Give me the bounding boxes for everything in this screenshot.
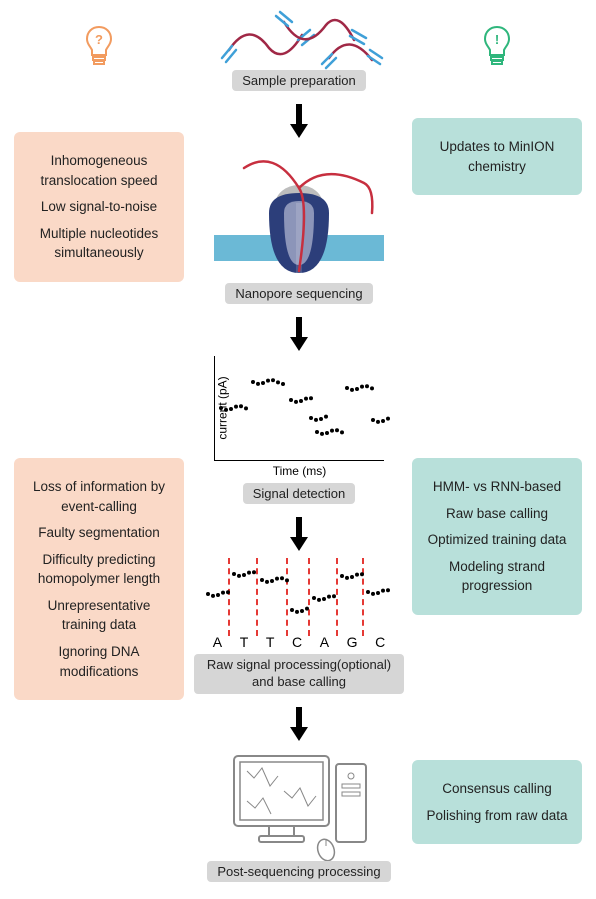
segmentation-illustration: ATTCAGC — [204, 558, 394, 648]
solutions-box-basecalling: HMM- vs RNN-based Raw base calling Optim… — [412, 458, 582, 615]
solution-item: Modeling strand progression — [422, 557, 572, 596]
nanopore-icon — [214, 143, 384, 283]
base-letter: G — [347, 634, 358, 650]
stage-label-post: Post-sequencing processing — [207, 861, 390, 882]
svg-text:?: ? — [95, 32, 103, 47]
arrow-down-icon — [290, 537, 308, 551]
challenge-item: Difficulty predicting homopolymer length — [24, 550, 174, 589]
arrow-down-icon — [290, 337, 308, 351]
stage-label-sample-prep: Sample preparation — [232, 70, 365, 91]
challenge-item: Ignoring DNA modifications — [24, 642, 174, 681]
solution-item: Polishing from raw data — [422, 806, 572, 826]
solution-item: Optimized training data — [422, 530, 572, 550]
bulb-left-icon: ? — [83, 24, 115, 68]
challenge-item: Faulty segmentation — [24, 523, 174, 543]
base-letter: A — [320, 634, 329, 650]
arrow-down-icon — [290, 727, 308, 741]
solution-item: HMM- vs RNN-based — [422, 477, 572, 497]
challenges-box-nanopore: Inhomogeneous translocation speed Low si… — [14, 132, 184, 282]
solution-item: Consensus calling — [422, 779, 572, 799]
base-letter: C — [292, 634, 302, 650]
stage-label-signal: Signal detection — [243, 483, 356, 504]
stage-label-basecalling: Raw signal processing(optional) and base… — [194, 654, 404, 694]
chart-xlabel: Time (ms) — [273, 464, 327, 478]
base-letter: T — [240, 634, 249, 650]
challenges-box-basecalling: Loss of information by event-calling Fau… — [14, 458, 184, 700]
challenge-item: Unrepresentative training data — [24, 596, 174, 635]
challenge-item: Low signal-to-noise — [24, 197, 174, 217]
bulb-right-icon: ! — [481, 24, 513, 68]
solutions-box-post: Consensus calling Polishing from raw dat… — [412, 760, 582, 844]
computer-icon — [214, 746, 384, 861]
svg-text:!: ! — [495, 32, 499, 47]
base-letter: A — [213, 634, 222, 650]
solutions-box-chemistry: Updates to MinION chemistry — [412, 118, 582, 195]
stage-label-nanopore: Nanopore sequencing — [225, 283, 372, 304]
dna-fragments-icon — [214, 10, 384, 70]
challenge-item: Multiple nucleotides simultaneously — [24, 224, 174, 263]
challenge-item: Inhomogeneous translocation speed — [24, 151, 174, 190]
signal-chart: current (pA) Time (ms) — [214, 356, 384, 461]
base-letter: C — [375, 634, 385, 650]
solution-item: Updates to MinION chemistry — [422, 137, 572, 176]
challenge-item: Loss of information by event-calling — [24, 477, 174, 516]
arrow-down-icon — [290, 124, 308, 138]
base-letter: T — [266, 634, 275, 650]
solution-item: Raw base calling — [422, 504, 572, 524]
